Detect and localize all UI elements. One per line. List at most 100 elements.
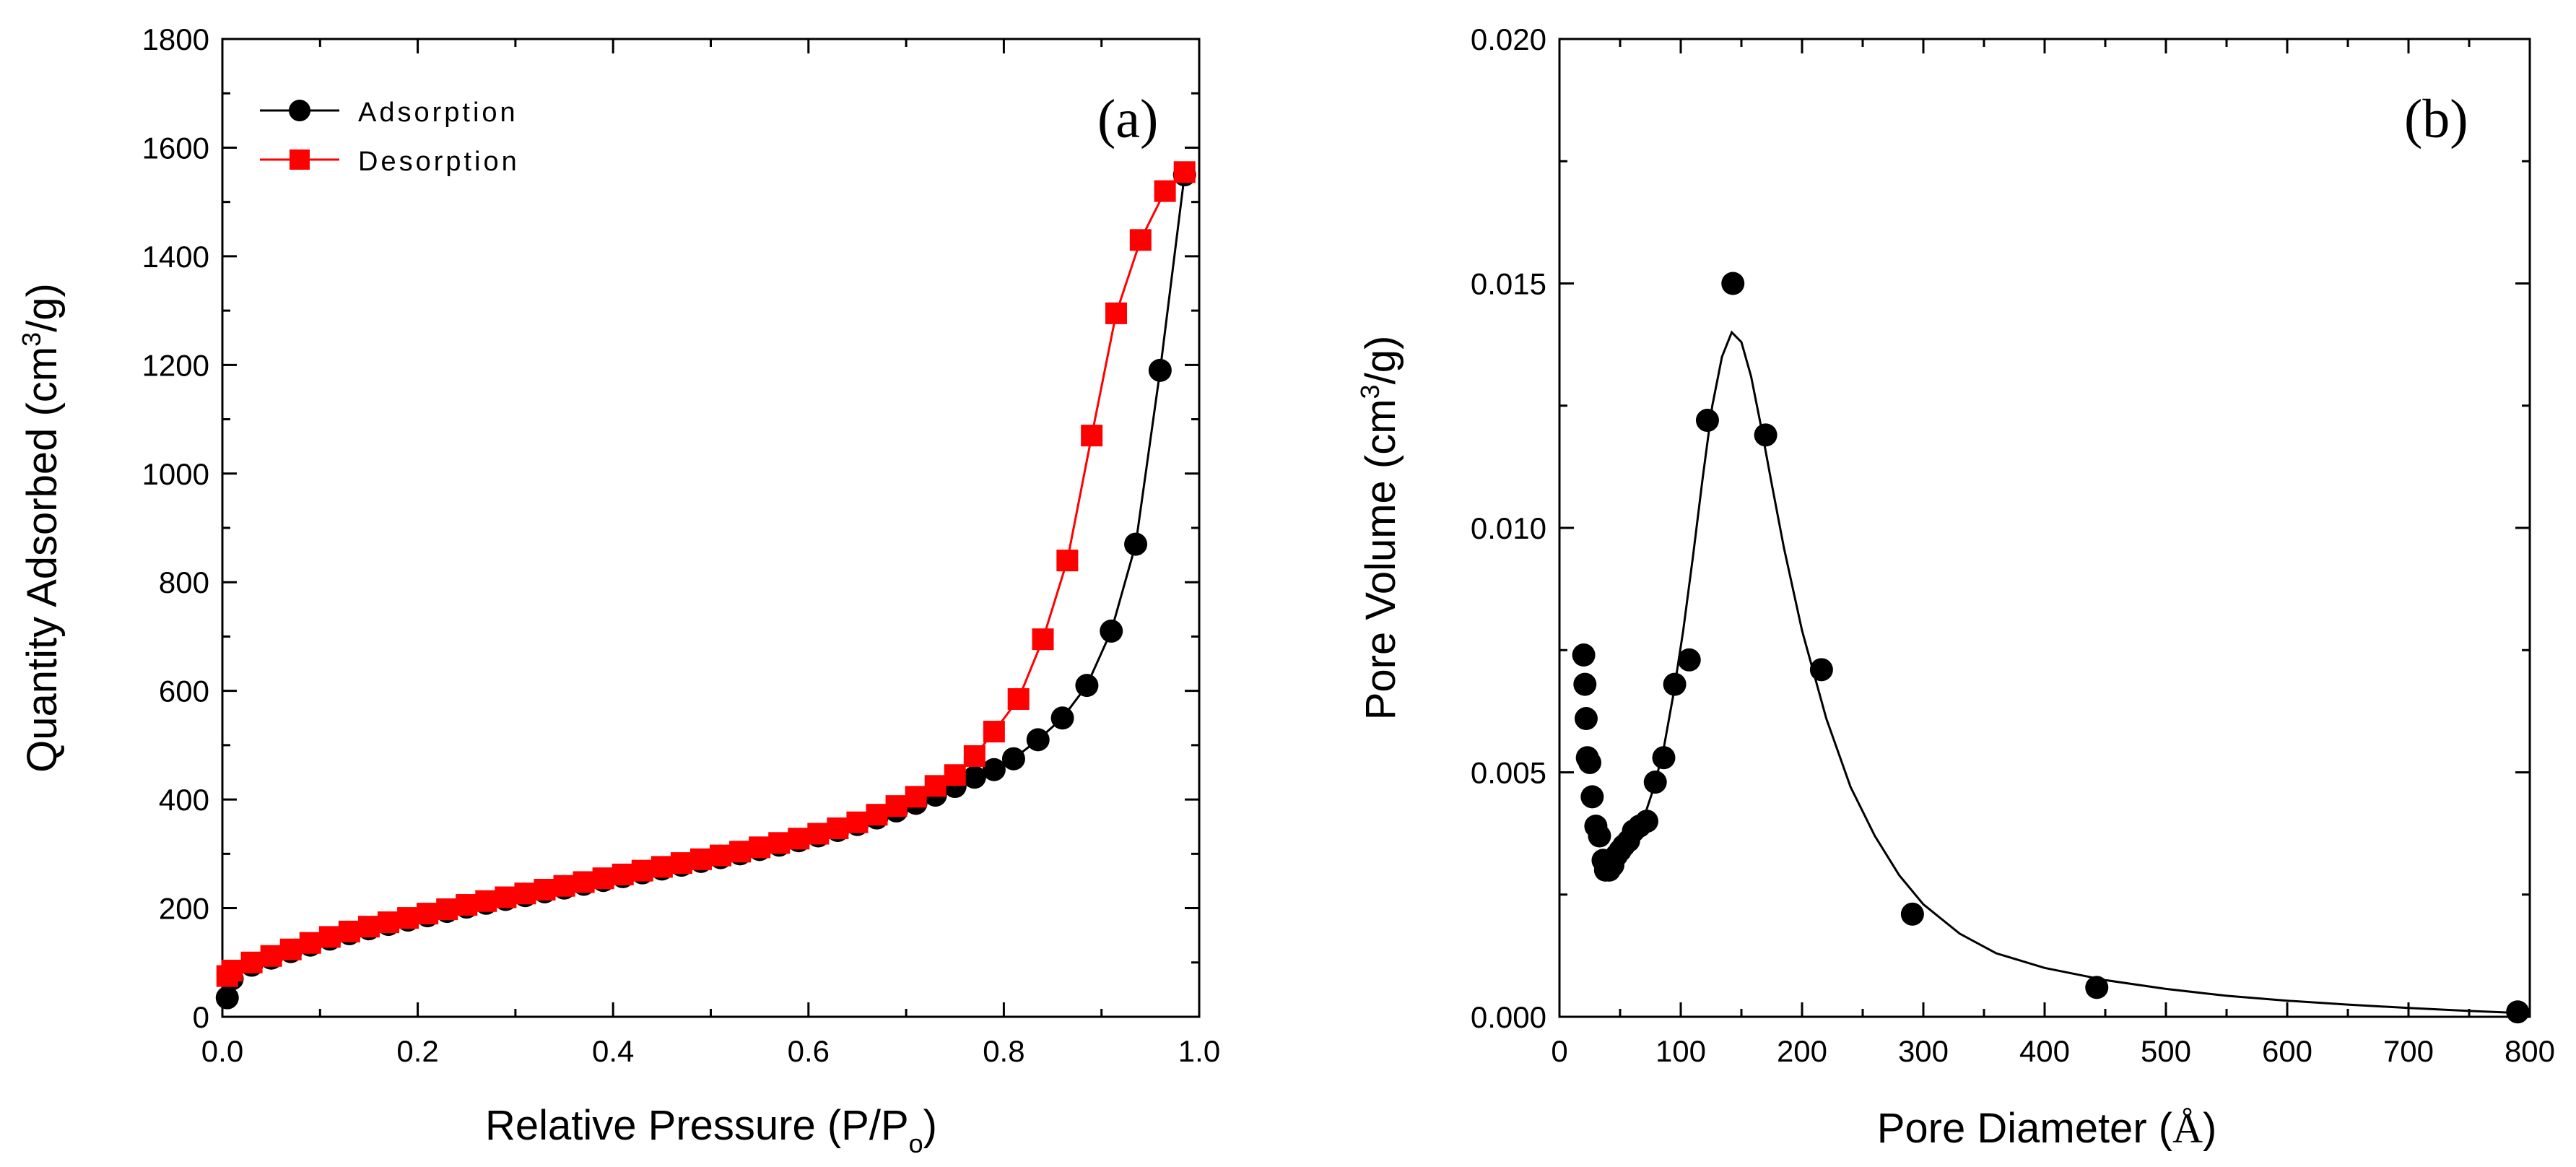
data-point-b (1652, 746, 1676, 770)
adsorption-point-a (1124, 532, 1148, 556)
x-axis-label-a: Relative Pressure (P/Po) (485, 1102, 937, 1158)
desorption-point-a (689, 848, 712, 870)
x-tick-label-a: 0.2 (396, 1034, 438, 1068)
data-point-b (1809, 658, 1833, 682)
desorption-point-a (612, 863, 634, 885)
adsorption-point-a (1075, 674, 1099, 698)
desorption-point-a (357, 916, 380, 938)
adsorption-point-a (1001, 747, 1025, 771)
desorption-point-a (417, 903, 439, 925)
fit-line-b (1607, 330, 2518, 1015)
y-tick-label-a: 1400 (142, 240, 209, 274)
desorption-point-a (905, 786, 927, 808)
adsorption-point-a (215, 986, 239, 1010)
x-axis-label-b: Pore Diameter (Å) (1877, 1105, 2217, 1152)
desorption-point-a (749, 836, 771, 859)
desorption-point-a (924, 775, 947, 797)
data-point-b (1635, 810, 1658, 833)
panel-label-b: (b) (2404, 89, 2468, 149)
desorption-point-a (1032, 628, 1054, 651)
y-tick-label-a: 400 (159, 783, 209, 817)
desorption-point-a (1105, 302, 1127, 324)
desorption-point-a (768, 832, 791, 854)
desorption-point-a (944, 764, 966, 786)
tick-labels-b: 0 100 200 300 400 500 600 700 800 0.000 0.005 0.010… (1471, 22, 2555, 1068)
y-tick-label-b: 0.015 (1471, 267, 1546, 301)
data-point-b (1580, 785, 1604, 809)
y-tick-label-a: 1200 (142, 348, 209, 382)
desorption-point-a (885, 795, 908, 817)
x-tick-label-b: 300 (1898, 1034, 1949, 1068)
desorption-point-a (592, 867, 614, 890)
desorption-point-a (650, 856, 673, 878)
desorption-point-a (240, 951, 263, 973)
desorption-point-a (378, 911, 400, 934)
tick-labels-a: 0.0 0.2 0.4 0.6 0.8 1.0 0 200 400 600 800 1000 1200 1… (142, 22, 1221, 1068)
data-point-b (1588, 824, 1611, 848)
adsorption-point-a (1148, 358, 1172, 382)
desorption-point-a (807, 823, 830, 845)
x-tick-label-b: 400 (2019, 1034, 2070, 1068)
data-point-b (1754, 423, 1777, 447)
adsorption-point-a (1100, 619, 1123, 643)
desorption-point-a (397, 907, 419, 929)
y-tick-label-a: 1000 (142, 457, 209, 491)
adsorption-point-a (982, 758, 1006, 781)
desorption-point-a (279, 938, 302, 960)
x-tick-label-a: 0.0 (201, 1034, 243, 1068)
desorption-point-a (1007, 687, 1030, 710)
desorption-point-a (670, 852, 692, 875)
y-tick-label-b: 0.020 (1471, 22, 1546, 56)
y-tick-label-b: 0.000 (1471, 1000, 1546, 1034)
desorption-point-a (1173, 161, 1196, 183)
plot-frame-b (1558, 38, 2531, 1018)
data-point-b (1578, 750, 1601, 774)
adsorption-point-a (1026, 728, 1050, 752)
data-point-b (2085, 976, 2109, 999)
desorption-point-a (495, 886, 517, 908)
desorption-point-a (299, 932, 321, 954)
y-axis-label-a: Quantity Adsorbed (cm3/g) (17, 283, 66, 773)
desorption-point-a (456, 894, 478, 916)
desorption-point-a (788, 828, 810, 850)
desorption-point-a (553, 875, 575, 897)
desorption-point-a (318, 926, 341, 948)
x-tick-label-b: 100 (1655, 1034, 1706, 1068)
desorption-point-a (573, 871, 595, 893)
adsorption-line-a (226, 174, 1186, 999)
adsorption-point-a (1050, 706, 1074, 730)
x-tick-label-a: 1.0 (1178, 1034, 1220, 1068)
legend-label-desorption: Desorption (358, 147, 520, 177)
data-point-b (1695, 409, 1719, 433)
series-marks-b (1572, 272, 2530, 1024)
panel-b: 0 100 200 300 400 500 600 700 800 0.000 0.005 0.010… (1355, 22, 2555, 1152)
x-tick-label-b: 800 (2505, 1034, 2555, 1068)
x-tick-label-b: 600 (2262, 1034, 2312, 1068)
data-point-b (1573, 672, 1597, 696)
legend-marker-desorption (290, 149, 310, 170)
panel-a: 0.0 0.2 0.4 0.6 0.8 1.0 0 200 400 600 800 1000 1200 1… (17, 22, 1220, 1158)
desorption-point-a (1129, 229, 1152, 251)
desorption-point-a (827, 817, 849, 839)
x-tick-label-a: 0.6 (788, 1034, 830, 1068)
legend-label-adsorption: Adsorption (358, 97, 518, 128)
desorption-point-a (729, 841, 752, 863)
x-tick-label-b: 0 (1551, 1034, 1567, 1068)
panel-label-a: (a) (1097, 89, 1158, 149)
y-tick-label-a: 800 (159, 565, 209, 599)
desorption-point-a (631, 859, 653, 882)
desorption-point-a (963, 745, 985, 767)
desorption-point-a (475, 890, 497, 912)
x-tick-label-a: 0.4 (592, 1034, 634, 1068)
data-point-b (1574, 707, 1598, 731)
y-tick-label-a: 1600 (142, 131, 209, 165)
data-point-b (1677, 648, 1701, 672)
desorption-point-a (983, 721, 1005, 743)
desorption-point-a (221, 960, 243, 982)
y-tick-label-a: 0 (193, 1000, 209, 1034)
legend-a: Adsorption Desorption (260, 97, 520, 177)
x-tick-label-b: 500 (2141, 1034, 2191, 1068)
y-tick-label-a: 1800 (142, 22, 209, 56)
desorption-point-a (710, 844, 732, 867)
